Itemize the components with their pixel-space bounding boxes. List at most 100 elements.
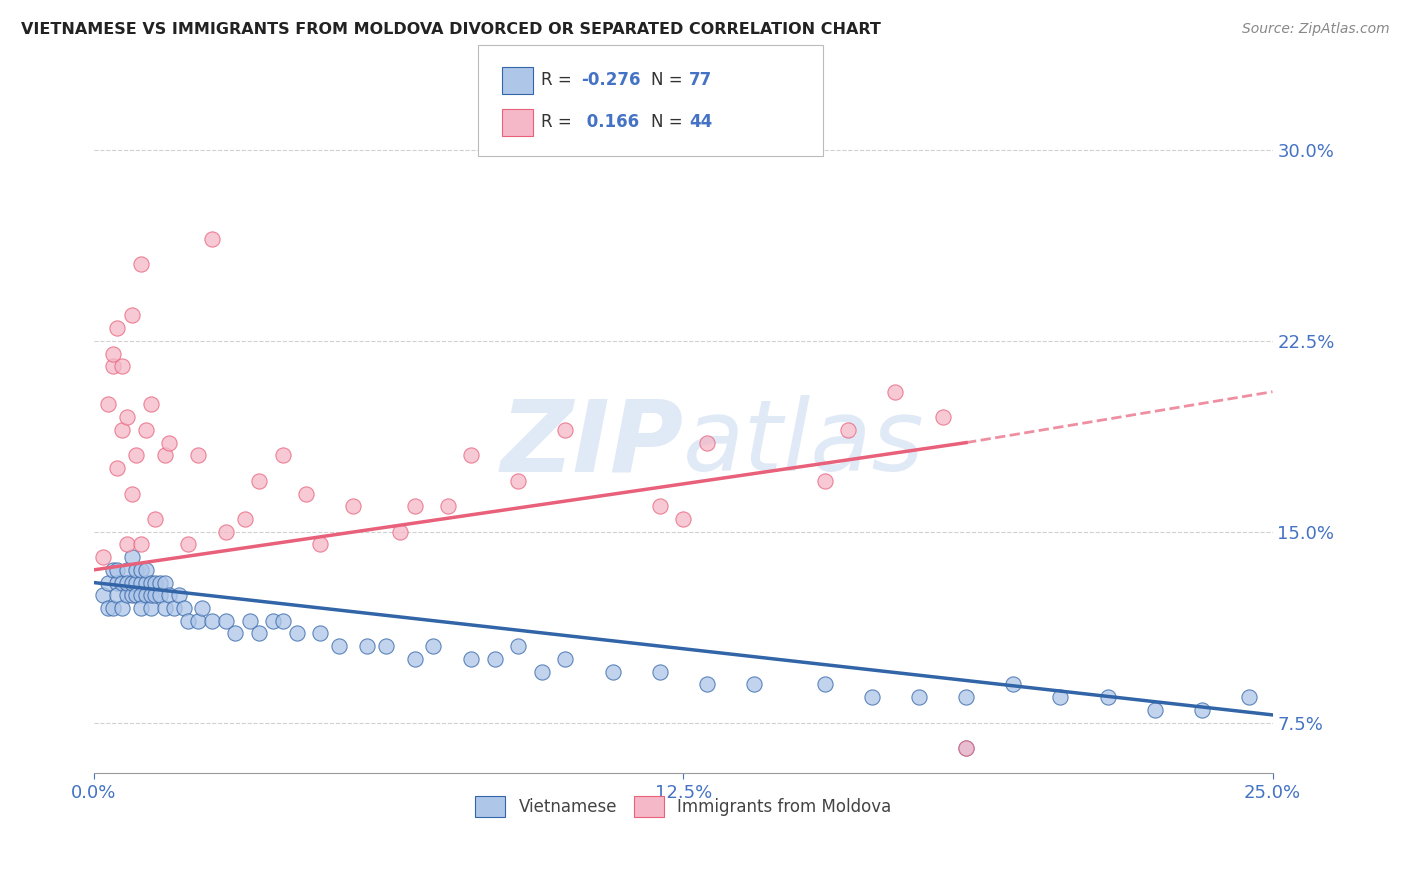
Point [215,614,238,628]
Point [125,448,148,462]
Point [107,563,129,577]
Point [1285,703,1308,717]
Point [177,614,200,628]
Text: VIETNAMESE VS IMMIGRANTS FROM MOLDOVA DIVORCED OR SEPARATED CORRELATION CHART: VIETNAMESE VS IMMIGRANTS FROM MOLDOVA DI… [21,22,882,37]
Point [201,614,224,628]
Point [460,448,482,462]
Point [814,677,837,691]
Point [149,575,172,590]
Point [1143,703,1166,717]
Text: N =: N = [651,113,688,131]
Point [389,524,412,539]
Point [554,423,576,437]
Point [121,588,143,602]
Point [129,575,152,590]
Point [153,575,176,590]
Point [247,626,270,640]
Point [696,677,718,691]
Point [860,690,883,704]
Point [139,397,162,411]
Point [837,423,859,437]
Point [309,537,332,551]
Point [508,639,530,653]
Point [814,474,837,488]
Point [111,423,134,437]
Point [191,601,214,615]
Text: atlas: atlas [683,395,925,492]
Point [295,486,318,500]
Point [125,563,148,577]
Point [955,690,977,704]
Point [1002,677,1025,691]
Text: 0.166: 0.166 [581,113,638,131]
Point [125,588,148,602]
Point [908,690,931,704]
Point [224,626,246,640]
Text: N =: N = [651,71,688,89]
Point [342,500,364,514]
Point [271,448,294,462]
Point [696,435,718,450]
Point [1097,690,1119,704]
Point [129,258,152,272]
Point [187,448,209,462]
Point [648,665,671,679]
Point [93,550,115,565]
Point [356,639,378,653]
Point [955,741,977,756]
Point [139,601,162,615]
Point [177,537,200,551]
Point [422,639,444,653]
Point [125,575,148,590]
Point [97,575,120,590]
Point [115,588,138,602]
Point [404,652,426,666]
Point [107,588,129,602]
Point [530,665,553,679]
Point [1237,690,1260,704]
Text: -0.276: -0.276 [581,71,640,89]
Point [129,563,152,577]
Point [648,500,671,514]
Point [931,410,953,425]
Point [111,601,134,615]
Point [115,410,138,425]
Point [129,588,152,602]
Point [328,639,350,653]
Point [484,652,506,666]
Point [187,614,209,628]
Point [101,346,124,360]
Point [97,397,120,411]
Point [554,652,576,666]
Point [135,423,157,437]
Point [129,537,152,551]
Point [107,461,129,475]
Point [107,321,129,335]
Point [602,665,624,679]
Point [167,588,190,602]
Text: R =: R = [541,71,578,89]
Point [884,384,907,399]
Text: 77: 77 [689,71,713,89]
Point [101,601,124,615]
Point [157,435,180,450]
Point [121,309,143,323]
Point [1049,690,1071,704]
Point [672,512,695,526]
Text: ZIP: ZIP [501,395,683,492]
Legend: Vietnamese, Immigrants from Moldova: Vietnamese, Immigrants from Moldova [468,789,898,823]
Point [238,614,260,628]
Point [1191,703,1213,717]
Point [404,500,426,514]
Point [508,474,530,488]
Point [101,359,124,374]
Point [139,588,162,602]
Point [173,601,195,615]
Point [153,601,176,615]
Point [309,626,332,640]
Point [121,486,143,500]
Point [139,575,162,590]
Text: R =: R = [541,113,578,131]
Point [285,626,308,640]
Point [271,614,294,628]
